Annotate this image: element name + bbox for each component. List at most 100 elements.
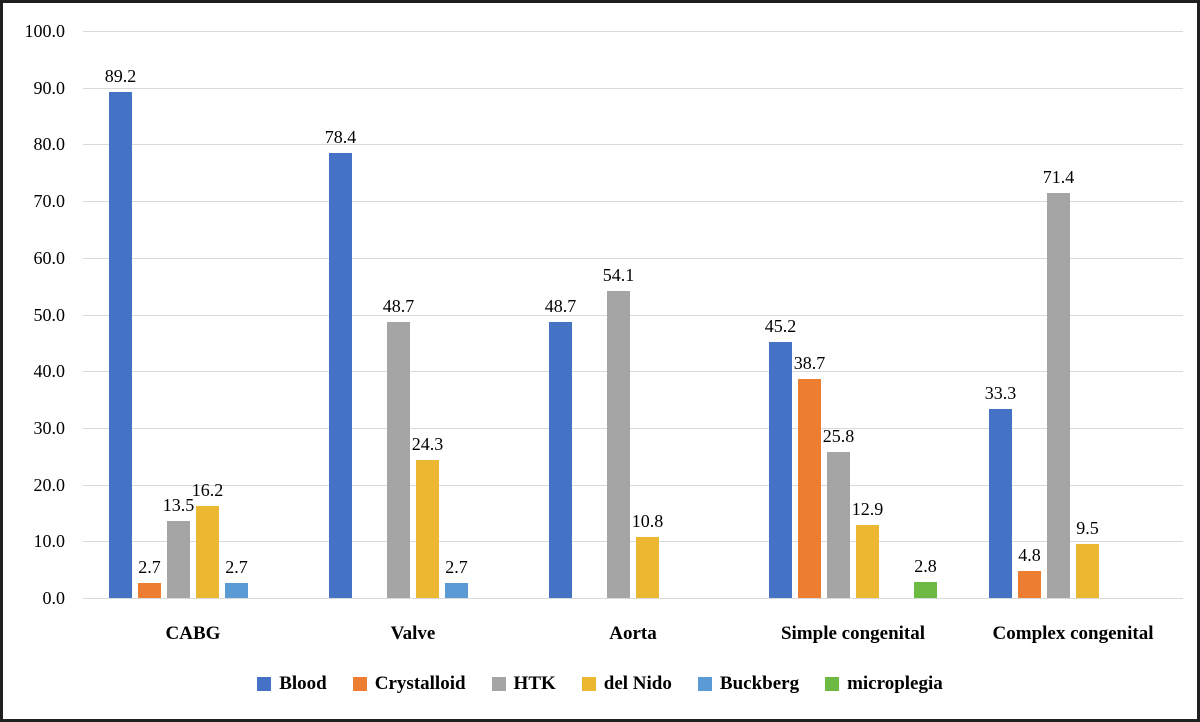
category-label: Valve xyxy=(390,623,436,644)
bar-slot xyxy=(575,31,604,598)
gridline xyxy=(83,427,1183,429)
y-axis-tick-label: 60.0 xyxy=(33,247,66,268)
legend-label: del Nido xyxy=(603,673,672,694)
gridline xyxy=(83,31,1183,32)
gridline xyxy=(83,314,1183,316)
legend-item: del Nido xyxy=(581,673,672,694)
legend-item: Blood xyxy=(257,674,327,694)
bar-value-label: 4.8 xyxy=(1018,544,1041,565)
bar-value-label: 25.8 xyxy=(822,425,855,446)
legend-item: HTK xyxy=(491,673,556,694)
bar-slot xyxy=(355,31,384,598)
legend-label: HTK xyxy=(513,673,556,694)
legend-label: microplegia xyxy=(847,673,943,694)
bar-slot: 48.7 xyxy=(382,31,415,598)
y-axis-tick-label: 20.0 xyxy=(33,474,66,495)
bar xyxy=(225,582,248,598)
bar-value-label: 10.8 xyxy=(631,510,664,531)
bar xyxy=(769,341,792,598)
bar xyxy=(914,582,937,598)
legend-swatch xyxy=(581,677,596,691)
bar xyxy=(989,409,1012,598)
y-axis-tick-label: 80.0 xyxy=(33,134,66,155)
legend-swatch xyxy=(491,677,506,691)
legend-swatch xyxy=(257,677,272,691)
bar-slot: 33.3 xyxy=(984,31,1017,598)
y-axis-tick-label: 100.0 xyxy=(24,21,66,41)
bar xyxy=(109,92,132,598)
category-label: Aorta xyxy=(609,623,657,644)
bar-slot: 48.7 xyxy=(545,31,576,598)
bar-slot xyxy=(471,31,500,598)
y-axis-tick-label: 30.0 xyxy=(33,417,66,438)
bar xyxy=(329,153,352,598)
bar-slot: 16.2 xyxy=(191,31,224,598)
gridline xyxy=(83,201,1183,203)
gridline xyxy=(83,541,1183,543)
bar xyxy=(549,321,572,598)
bar-slot xyxy=(251,31,280,598)
bar-group: 48.7 54.1 10.8 xyxy=(545,31,720,598)
y-axis-tick-label: 40.0 xyxy=(33,361,66,382)
bar-group: 78.4 48.7 24.3 2.7 xyxy=(324,31,500,598)
bar-value-label: 2.7 xyxy=(445,556,468,577)
legend-label: Blood xyxy=(279,673,327,694)
bar xyxy=(827,451,850,598)
bar-value-label: 24.3 xyxy=(411,434,444,455)
bar xyxy=(798,378,821,598)
bar-slot: 78.4 xyxy=(324,31,357,598)
category-label: CABG xyxy=(165,623,221,644)
legend-swatch xyxy=(352,677,367,691)
legend-item: Crystalloid xyxy=(352,674,466,694)
bar-value-label: 33.3 xyxy=(984,383,1017,404)
bar-value-label: 9.5 xyxy=(1076,518,1099,539)
bar-value-label: 38.7 xyxy=(793,352,826,373)
gridline xyxy=(83,144,1183,146)
bar xyxy=(196,506,219,598)
gridline xyxy=(83,598,1183,599)
bar-group: 33.3 4.8 71.4 9.5 xyxy=(984,31,1160,598)
bar-value-label: 45.2 xyxy=(764,315,797,336)
legend-item: Buckberg xyxy=(697,674,799,694)
bar xyxy=(167,521,190,598)
bar xyxy=(1047,193,1070,598)
legend-swatch xyxy=(697,677,712,691)
bar-slot: 89.2 xyxy=(104,31,137,598)
gridline xyxy=(83,371,1183,373)
bar-value-label: 54.1 xyxy=(602,265,635,286)
bar-value-label: 16.2 xyxy=(191,480,224,501)
bar-slot: 13.5 xyxy=(162,31,195,598)
bar-slot: 2.7 xyxy=(222,31,251,598)
bar-slot: 2.7 xyxy=(442,31,471,598)
bar-value-label: 2.8 xyxy=(914,556,937,577)
bar-slot xyxy=(1102,31,1131,598)
bar-slot xyxy=(691,31,720,598)
gridline xyxy=(83,484,1183,486)
bar-value-label: 78.4 xyxy=(324,127,357,148)
bar-slot: 2.7 xyxy=(135,31,164,598)
bar xyxy=(856,524,879,598)
bar xyxy=(636,536,659,598)
bar xyxy=(1076,544,1099,598)
bar-slot: 2.8 xyxy=(911,31,940,598)
gridline xyxy=(83,87,1183,89)
bar xyxy=(1018,570,1041,598)
bar-value-label: 48.7 xyxy=(382,295,415,316)
category-label: Simple congenital xyxy=(780,623,926,644)
y-axis-tick-label: 50.0 xyxy=(33,304,66,325)
bar-value-label: 2.7 xyxy=(138,556,161,577)
bar-slot: 71.4 xyxy=(1043,31,1074,598)
chart-legend: Blood Crystalloid HTK del Nido Buckberg micro… xyxy=(3,674,1197,694)
bar-group: 89.2 2.7 13.5 16.2 2.7 xyxy=(104,31,280,598)
bar-value-label: 89.2 xyxy=(104,66,137,87)
legend-swatch xyxy=(825,677,840,691)
category-label: Complex congenital xyxy=(992,623,1154,644)
bar xyxy=(416,460,439,598)
bar-slot: 9.5 xyxy=(1073,31,1102,598)
y-axis-tick-label: 70.0 xyxy=(33,191,66,212)
bar xyxy=(607,291,630,598)
bar-value-label: 13.5 xyxy=(162,495,195,516)
legend-item: microplegia xyxy=(825,674,943,694)
y-axis-tick-label: 0.0 xyxy=(42,588,66,608)
